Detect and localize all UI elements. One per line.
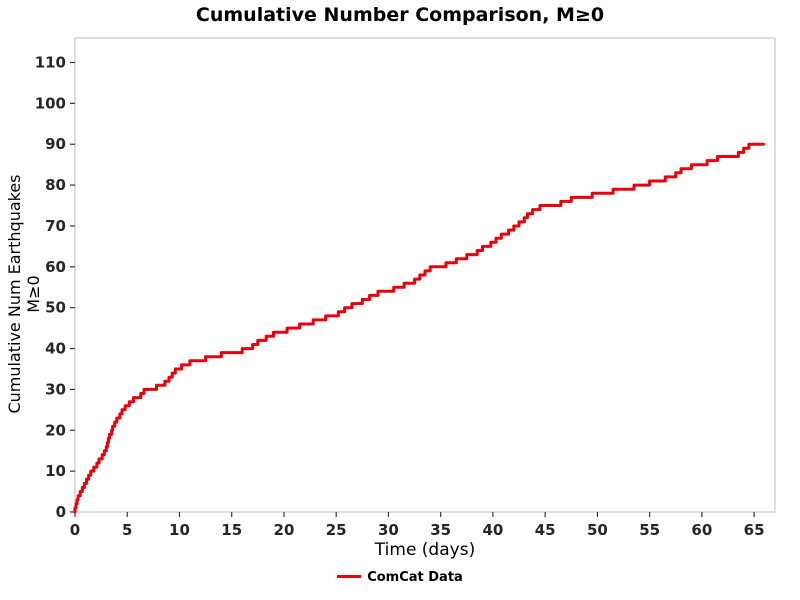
- y-tick-label: 20: [45, 421, 66, 439]
- y-tick-label: 10: [45, 462, 66, 480]
- chart-title: Cumulative Number Comparison, M≥0: [195, 4, 605, 26]
- x-tick-label: 10: [169, 521, 190, 539]
- x-tick-label: 65: [744, 521, 765, 539]
- y-tick-label: 90: [45, 135, 66, 153]
- x-tick-label: 25: [326, 521, 347, 539]
- x-tick-label: 5: [122, 521, 132, 539]
- y-tick-label: 50: [45, 299, 66, 317]
- x-tick-label: 15: [221, 521, 242, 539]
- y-tick-label: 0: [56, 503, 66, 521]
- x-tick-label: 0: [70, 521, 80, 539]
- x-axis-label: Time (days): [374, 540, 476, 560]
- y-tick-label: 80: [45, 176, 66, 194]
- x-tick-label: 20: [274, 521, 295, 539]
- y-axis-label: Cumulative Num Earthquakes M≥0: [5, 174, 43, 414]
- legend-line-swatch: [337, 575, 362, 578]
- x-tick-label: 50: [587, 521, 608, 539]
- x-tick-label: 60: [691, 521, 712, 539]
- x-tick-label: 40: [482, 521, 503, 539]
- x-tick-label: 30: [378, 521, 399, 539]
- y-tick-label: 100: [35, 94, 66, 112]
- x-tick-label: 55: [639, 521, 660, 539]
- y-tick-label: 110: [35, 54, 66, 72]
- plot-border: [74, 37, 776, 513]
- legend: ComCat Data: [0, 570, 800, 585]
- legend-label: ComCat Data: [367, 570, 463, 585]
- y-tick-label: 30: [45, 380, 66, 398]
- x-tick-label: 45: [535, 521, 556, 539]
- y-tick-label: 60: [45, 258, 66, 276]
- y-tick-label: 40: [45, 340, 66, 358]
- comcat-data-line: [73, 142, 765, 514]
- x-tick-label: 35: [430, 521, 451, 539]
- y-tick-label: 70: [45, 217, 66, 235]
